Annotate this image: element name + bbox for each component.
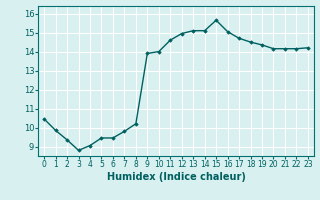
X-axis label: Humidex (Indice chaleur): Humidex (Indice chaleur) xyxy=(107,172,245,182)
